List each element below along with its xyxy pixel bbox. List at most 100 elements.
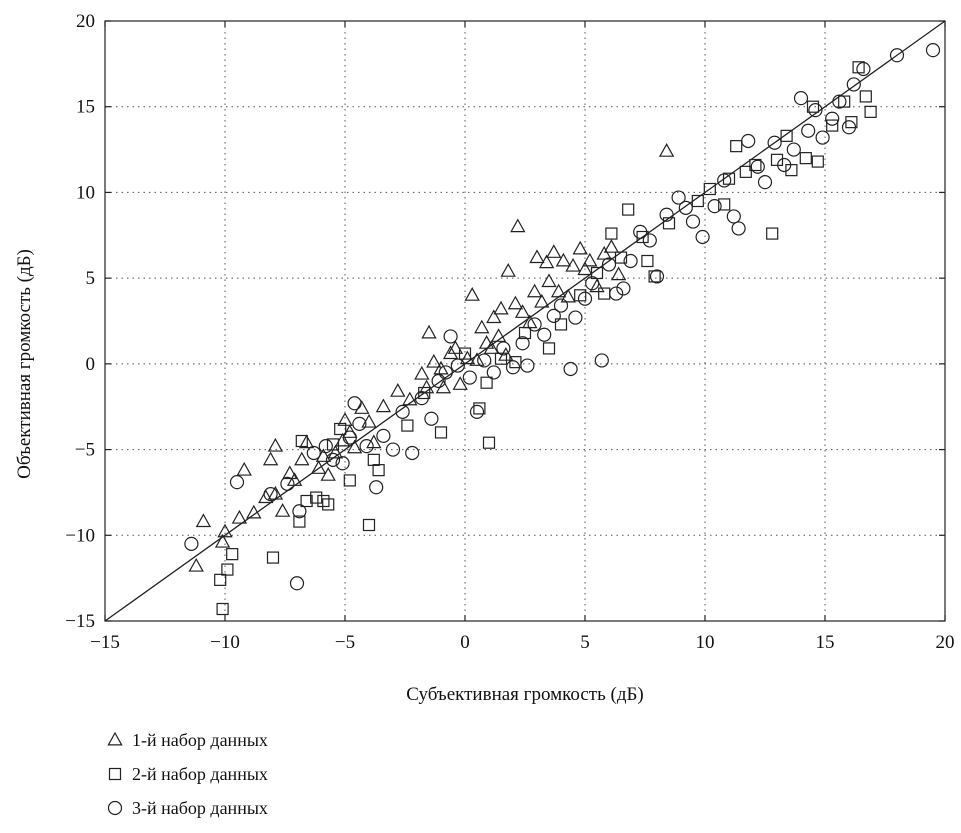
- data-point-square: [372, 464, 385, 477]
- x-tick-label: 0: [460, 632, 470, 653]
- y-tick-label: −10: [65, 525, 95, 546]
- data-point-triangle: [526, 283, 543, 298]
- legend-label: 1-й набор данных: [132, 730, 268, 750]
- data-point-square: [434, 426, 448, 439]
- legend-triangle-icon: [107, 731, 123, 746]
- data-point-circle: [642, 233, 657, 248]
- legend-item-2: 2-й набор данных: [108, 764, 268, 784]
- data-point-square: [864, 105, 877, 118]
- data-point-circle: [496, 341, 511, 356]
- data-point-square: [362, 518, 376, 532]
- data-point-circle: [808, 103, 823, 118]
- data-point-square: [216, 602, 229, 616]
- data-point-circle: [777, 157, 792, 173]
- data-point-circle: [757, 175, 773, 190]
- data-point-square: [458, 347, 472, 360]
- data-point-triangle: [514, 304, 531, 318]
- data-point-triangle: [354, 400, 370, 414]
- data-point-circle: [601, 257, 617, 272]
- data-marks: [184, 43, 941, 616]
- data-point-circle: [515, 336, 530, 351]
- legend: 1-й набор данных 2-й набор данных 3-й набо…: [107, 730, 268, 818]
- data-point-square: [343, 474, 356, 487]
- data-point-circle: [741, 133, 756, 149]
- data-point-triangle: [310, 460, 327, 474]
- data-point-circle: [695, 229, 710, 245]
- data-point-triangle: [464, 287, 480, 301]
- y-tick-label: 20: [76, 11, 95, 32]
- data-point-circle: [726, 209, 741, 224]
- x-tick-labels: −15 −10 −5 0 5 10 15 20: [90, 632, 954, 653]
- data-point-triangle: [217, 523, 233, 538]
- data-point-square: [622, 203, 635, 216]
- data-point-triangle: [298, 434, 315, 449]
- data-point-triangle: [452, 376, 468, 390]
- data-point-triangle: [402, 391, 418, 406]
- data-point-triangle: [493, 300, 509, 315]
- data-point-triangle: [282, 465, 298, 480]
- data-point-circle: [462, 370, 477, 385]
- data-point-square: [826, 119, 839, 132]
- series-3: [184, 43, 941, 591]
- data-point-circle: [263, 487, 278, 502]
- data-point-circle: [395, 404, 410, 419]
- data-point-triangle: [565, 257, 581, 272]
- x-tick-label: 5: [580, 632, 590, 653]
- data-point-circle: [527, 317, 542, 332]
- data-point-circle: [369, 480, 384, 495]
- data-point-circle: [925, 43, 941, 58]
- y-tick-labels: −15 −10 −5 0 5 10 15 20: [65, 11, 95, 632]
- data-point-circle: [477, 353, 492, 368]
- data-point-circle: [359, 439, 374, 454]
- y-tick-label: 5: [86, 268, 96, 289]
- data-point-square: [718, 198, 731, 211]
- data-point-triangle: [447, 340, 464, 354]
- data-point-circle: [342, 430, 357, 445]
- x-tick-label: −10: [210, 632, 240, 653]
- legend-item-1: 1-й набор данных: [107, 730, 268, 750]
- data-point-circle: [385, 442, 401, 457]
- data-point-circle: [585, 276, 600, 291]
- data-point-triangle: [555, 252, 572, 267]
- data-point-square: [518, 326, 532, 340]
- data-point-square: [226, 548, 239, 561]
- data-point-circle: [563, 361, 578, 377]
- data-point-triangle: [603, 239, 620, 253]
- data-point-triangle: [483, 340, 500, 354]
- legend-label: 2-й набор данных: [132, 764, 268, 784]
- data-point-square: [739, 165, 752, 178]
- data-point-circle: [609, 286, 624, 301]
- data-point-triangle: [418, 379, 435, 394]
- data-point-circle: [450, 358, 465, 373]
- data-point-square: [322, 498, 335, 511]
- legend-item-3: 3-й набор данных: [107, 798, 268, 818]
- data-point-square: [852, 61, 865, 74]
- data-point-square: [214, 573, 227, 586]
- data-point-square: [614, 251, 628, 264]
- data-point-square: [811, 155, 824, 168]
- data-point-circle: [469, 404, 485, 419]
- data-point-circle: [376, 428, 391, 443]
- data-point-triangle: [258, 489, 274, 504]
- data-point-square: [806, 100, 820, 113]
- data-point-triangle: [375, 398, 392, 413]
- data-point-triangle: [274, 503, 291, 517]
- data-point-triangle: [658, 143, 675, 157]
- data-point-triangle: [510, 218, 526, 233]
- data-point-square: [542, 342, 556, 355]
- data-point-circle: [347, 396, 362, 411]
- data-point-triangle: [421, 324, 437, 339]
- data-point-square: [310, 491, 323, 504]
- data-point-circle: [318, 439, 333, 454]
- data-point-triangle: [366, 434, 382, 449]
- data-point-triangle: [334, 432, 351, 447]
- data-point-circle: [306, 445, 321, 461]
- data-point-circle: [678, 200, 693, 215]
- data-point-triangle: [188, 557, 204, 572]
- data-point-circle: [815, 130, 830, 145]
- data-point-circle: [671, 190, 686, 205]
- data-point-circle: [280, 476, 295, 491]
- data-point-circle: [633, 224, 648, 239]
- data-point-circle: [594, 353, 609, 368]
